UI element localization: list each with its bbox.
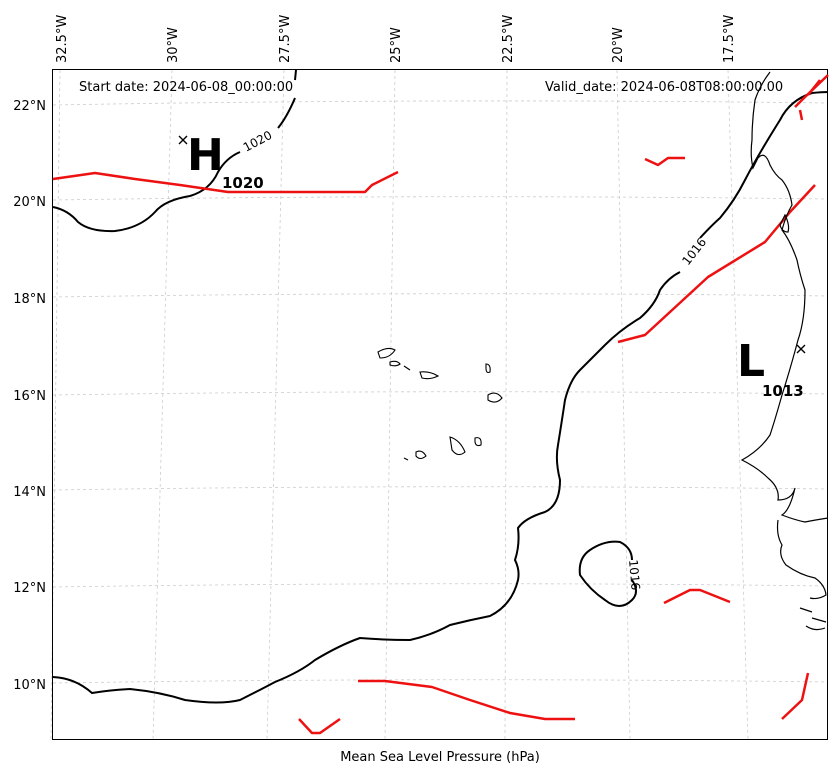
lat-tick: 14°N xyxy=(13,485,46,500)
lon-tick: 17.5°W xyxy=(722,15,737,63)
isobar-label-1016-b: 1016 xyxy=(626,559,643,591)
lon-ticks: 32.5°W 30°W 27.5°W 25°W 22.5°W 20°W 17.5… xyxy=(55,15,737,63)
lat-tick: 22°N xyxy=(13,99,46,114)
lon-tick: 20°W xyxy=(611,27,626,63)
coastlines xyxy=(740,71,829,631)
low-letter: L xyxy=(737,336,765,387)
lat-tick: 16°N xyxy=(13,389,46,404)
valid-date: Valid_date: 2024-06-08T08:00:00.00 xyxy=(545,80,783,95)
lat-ticks: 22°N 20°N 18°N 16°N 14°N 12°N 10°N xyxy=(13,99,46,693)
lat-tick: 20°N xyxy=(13,195,46,210)
isobar-1016 xyxy=(52,91,829,704)
lat-tick: 12°N xyxy=(13,581,46,596)
lon-tick: 32.5°W xyxy=(55,15,70,63)
lon-tick: 25°W xyxy=(389,27,404,63)
graticule xyxy=(50,69,829,741)
fronts xyxy=(52,74,829,735)
isobars xyxy=(52,69,829,704)
isobar-label-1020: 1020 xyxy=(241,128,275,155)
islands xyxy=(377,347,503,461)
isobar-label-1016-a: 1016 xyxy=(679,235,709,268)
high-marker xyxy=(178,135,188,145)
lat-tick: 10°N xyxy=(13,678,46,693)
lon-tick: 27.5°W xyxy=(278,15,293,63)
isobar-1020-b xyxy=(277,69,297,129)
low-value: 1013 xyxy=(762,382,804,400)
lat-tick: 18°N xyxy=(13,292,46,307)
center-markers xyxy=(178,135,806,354)
lon-tick: 22.5°W xyxy=(501,15,516,63)
isobar-1016-closed xyxy=(578,540,637,607)
africa-coast xyxy=(740,71,829,523)
low-marker xyxy=(796,344,806,354)
high-value: 1020 xyxy=(222,174,264,192)
lon-tick: 30°W xyxy=(166,27,181,63)
x-axis-label: Mean Sea Level Pressure (hPa) xyxy=(340,750,540,765)
high-letter: H xyxy=(187,130,224,181)
start-date: Start date: 2024-06-08_00:00:00 xyxy=(79,80,293,95)
isobar-1020 xyxy=(52,151,241,233)
map-frame xyxy=(52,69,828,740)
